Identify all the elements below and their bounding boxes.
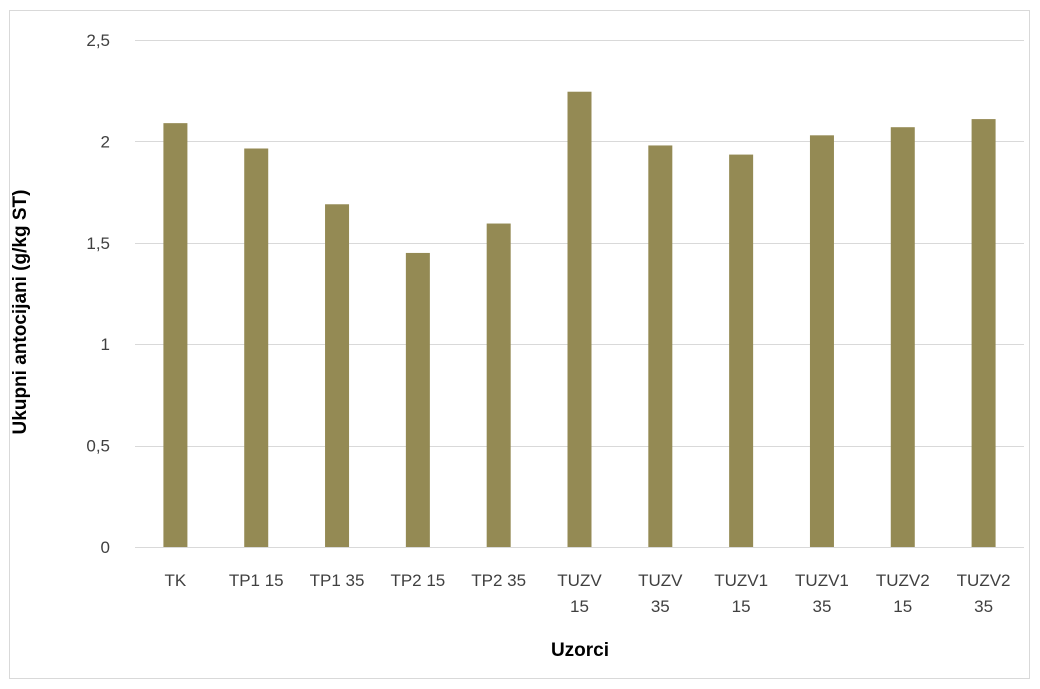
y-tick-labels: 0 0,5 1 1,5 2 2,5 — [86, 31, 110, 557]
x-tick-label: TP1 35 — [310, 571, 365, 590]
bar — [405, 252, 430, 547]
y-tick-label: 0 — [101, 538, 110, 557]
y-tick-label: 1,5 — [86, 234, 110, 253]
bar — [729, 154, 754, 547]
x-tick-label: TUZV — [638, 571, 683, 590]
x-tick-labels: TK TP1 15 TP1 35 TP2 15 TP2 35 TUZV 15 TUZV 35 TU… — [165, 571, 1011, 616]
bar — [244, 148, 269, 548]
y-tick-label: 1 — [101, 335, 110, 354]
x-tick-label: TK — [165, 571, 187, 590]
bar — [890, 127, 915, 547]
bar — [486, 223, 511, 547]
x-tick-label: TUZV2 — [876, 571, 930, 590]
bars — [163, 91, 996, 548]
y-tick-label: 2,5 — [86, 31, 110, 50]
bar — [163, 123, 188, 547]
x-tick-label: 15 — [570, 597, 589, 616]
y-tick-label: 0,5 — [86, 437, 110, 456]
bar — [325, 204, 350, 547]
x-tick-label: 15 — [893, 597, 912, 616]
y-tick-label: 2 — [101, 132, 110, 151]
x-tick-label: 35 — [812, 597, 831, 616]
x-tick-label: TP1 15 — [229, 571, 284, 590]
x-tick-label: TUZV — [557, 571, 602, 590]
bar — [809, 135, 834, 548]
bar — [648, 145, 673, 547]
bar — [971, 119, 996, 547]
x-tick-label: TUZV1 — [714, 571, 768, 590]
x-tick-label: TUZV2 — [957, 571, 1011, 590]
x-tick-label: TP2 15 — [390, 571, 445, 590]
bar — [567, 91, 592, 548]
x-tick-label: 35 — [974, 597, 993, 616]
y-axis-title: Ukupni antocijani (g/kg ST) — [10, 190, 31, 435]
x-tick-label: TP2 35 — [471, 571, 526, 590]
x-tick-label: 15 — [732, 597, 751, 616]
x-tick-label: TUZV1 — [795, 571, 849, 590]
x-tick-label: 35 — [651, 597, 670, 616]
x-axis-title: Uzorci — [551, 640, 609, 661]
